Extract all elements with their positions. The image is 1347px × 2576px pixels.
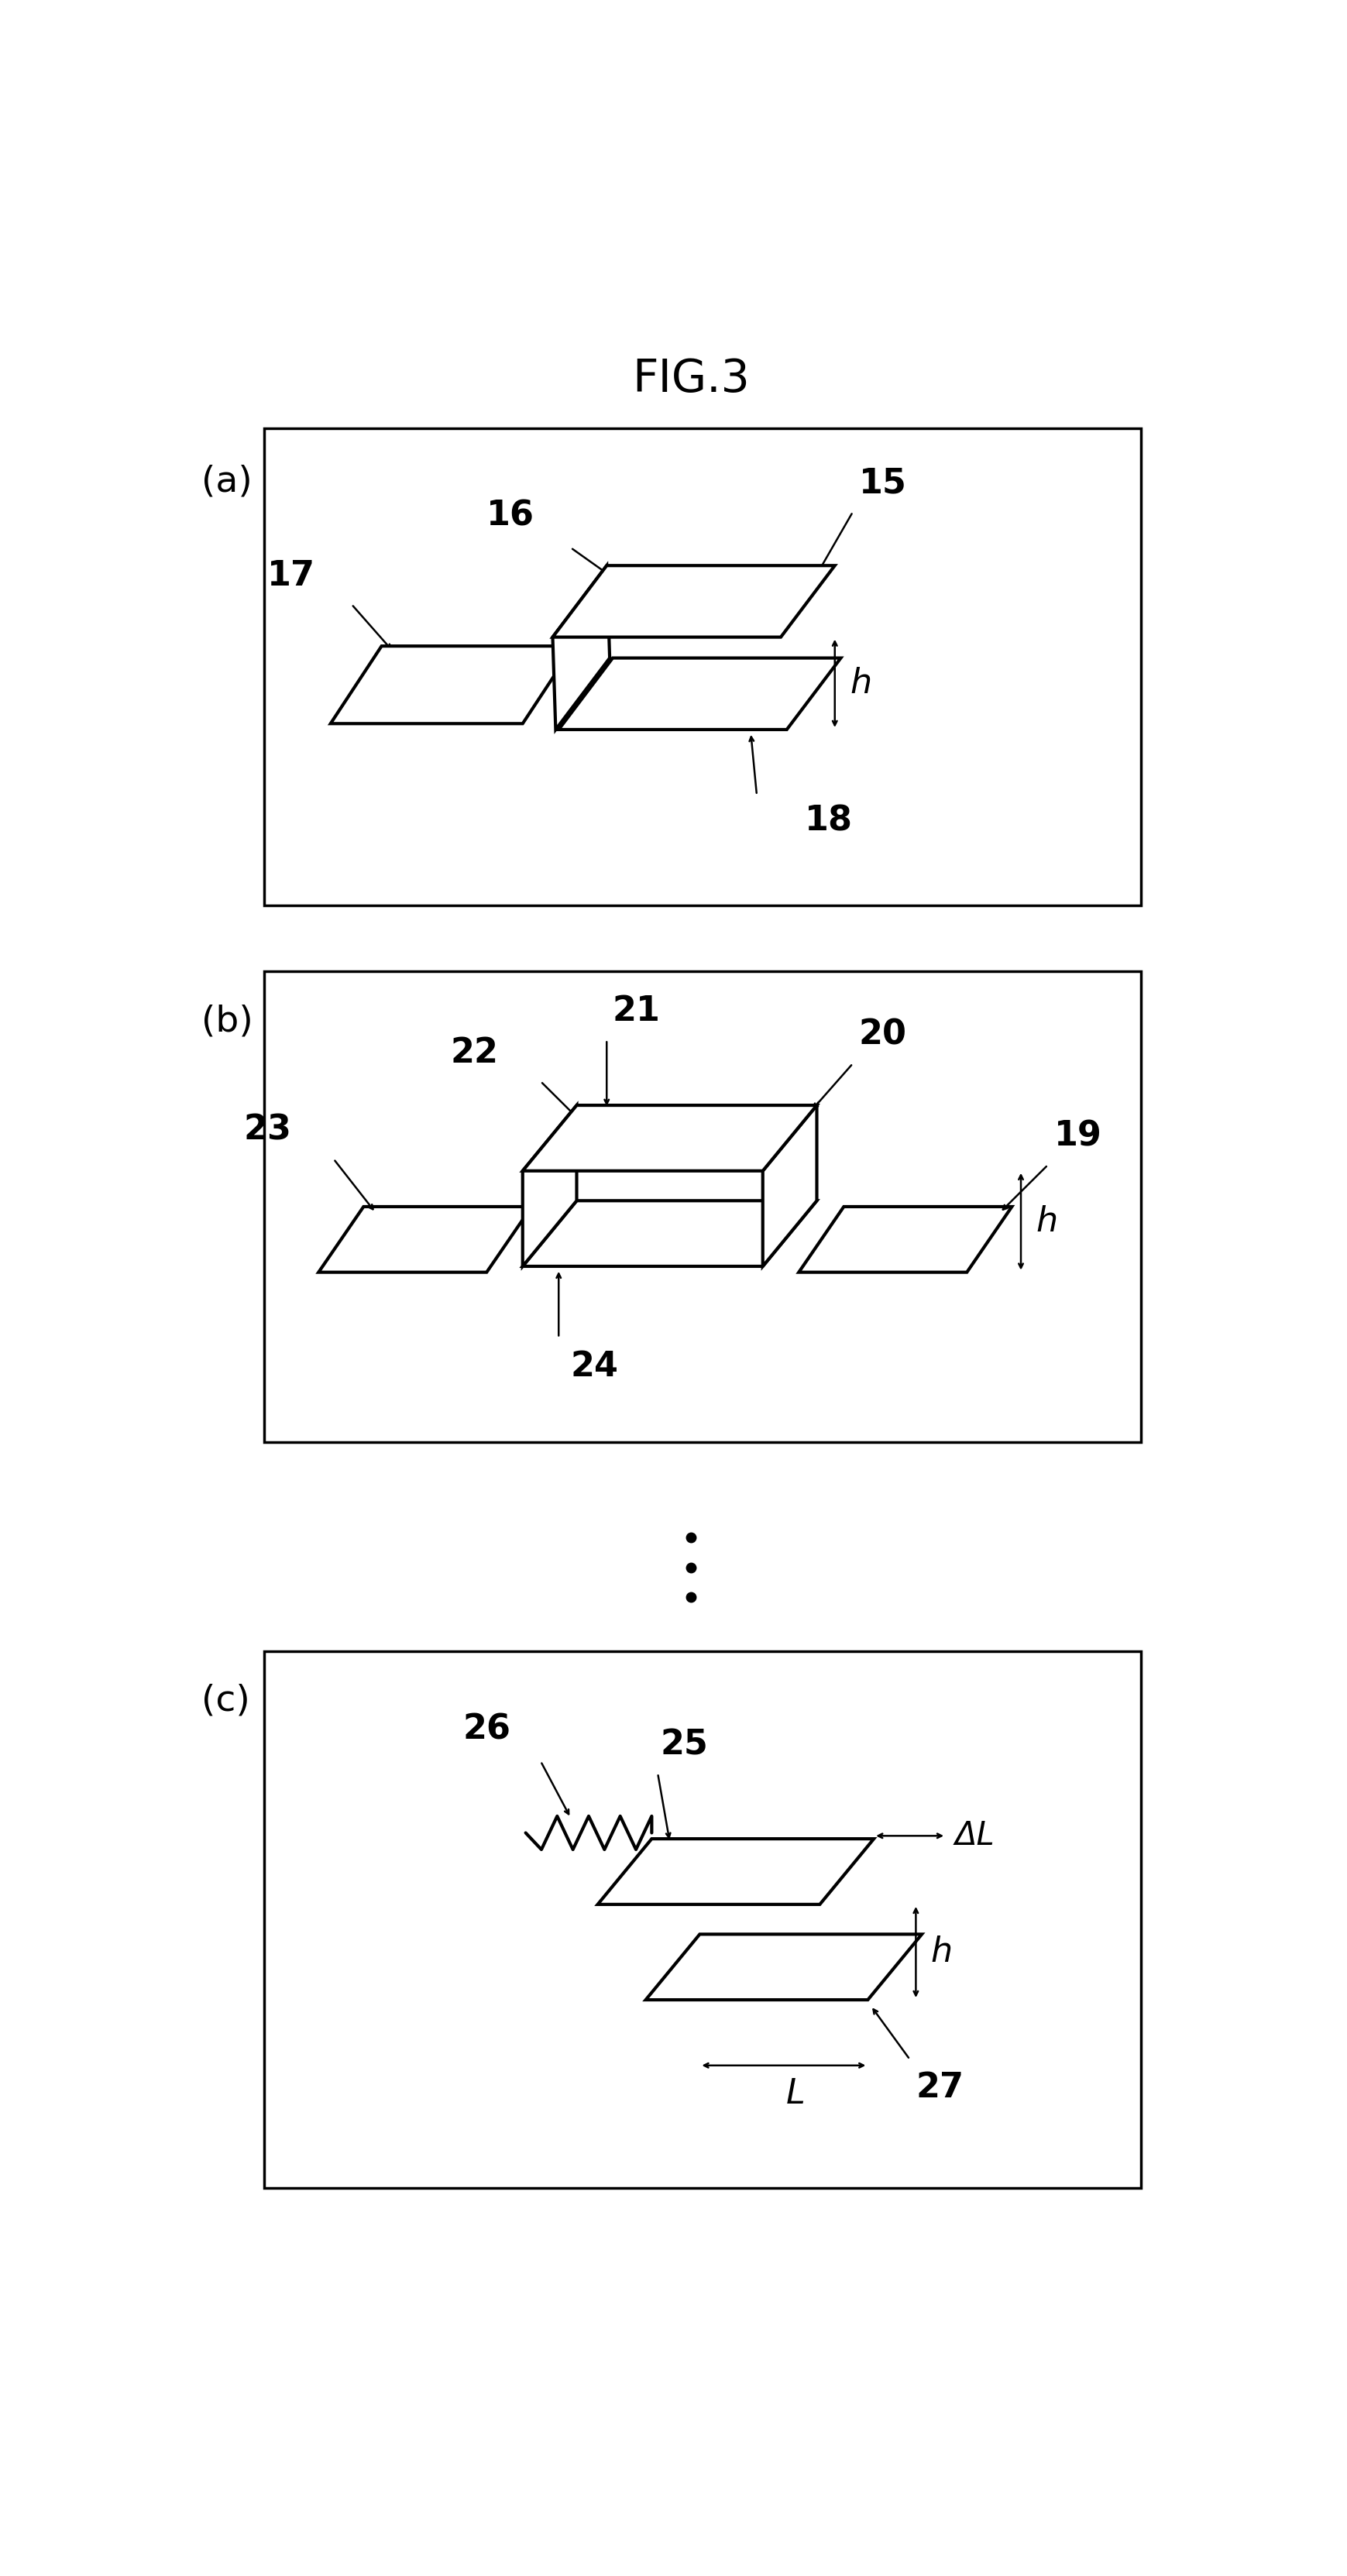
Text: 23: 23 bbox=[244, 1113, 291, 1146]
Text: h: h bbox=[931, 1935, 952, 1968]
Text: h: h bbox=[1036, 1206, 1057, 1239]
Text: 17: 17 bbox=[267, 559, 315, 592]
Text: 22: 22 bbox=[450, 1036, 498, 1069]
Text: h: h bbox=[850, 667, 872, 701]
Text: FIG.3: FIG.3 bbox=[632, 358, 749, 402]
Text: 24: 24 bbox=[570, 1350, 618, 1383]
Text: 25: 25 bbox=[660, 1728, 709, 1762]
Polygon shape bbox=[318, 1206, 531, 1273]
Polygon shape bbox=[552, 567, 609, 729]
Text: 26: 26 bbox=[462, 1713, 511, 1747]
Text: (c): (c) bbox=[201, 1685, 251, 1718]
Bar bbox=[264, 971, 1141, 1443]
Polygon shape bbox=[799, 1206, 1012, 1273]
Text: 19: 19 bbox=[1053, 1121, 1102, 1154]
Bar bbox=[264, 428, 1141, 907]
Text: 15: 15 bbox=[858, 466, 907, 500]
Text: L: L bbox=[785, 2076, 806, 2110]
Text: (a): (a) bbox=[201, 464, 252, 500]
Bar bbox=[264, 1651, 1141, 2187]
Polygon shape bbox=[645, 1935, 921, 1999]
Polygon shape bbox=[559, 657, 841, 729]
Polygon shape bbox=[523, 1200, 816, 1267]
Text: (b): (b) bbox=[201, 1005, 253, 1038]
Polygon shape bbox=[762, 1105, 816, 1267]
Polygon shape bbox=[330, 647, 574, 724]
Text: 27: 27 bbox=[916, 2071, 963, 2105]
Text: ΔL: ΔL bbox=[954, 1819, 994, 1852]
Text: 16: 16 bbox=[486, 500, 535, 533]
Polygon shape bbox=[552, 567, 834, 636]
Polygon shape bbox=[523, 1105, 577, 1267]
Text: 20: 20 bbox=[858, 1018, 907, 1051]
Polygon shape bbox=[523, 1105, 816, 1172]
Text: 18: 18 bbox=[804, 804, 853, 837]
Polygon shape bbox=[597, 1839, 873, 1904]
Text: 21: 21 bbox=[613, 994, 660, 1028]
